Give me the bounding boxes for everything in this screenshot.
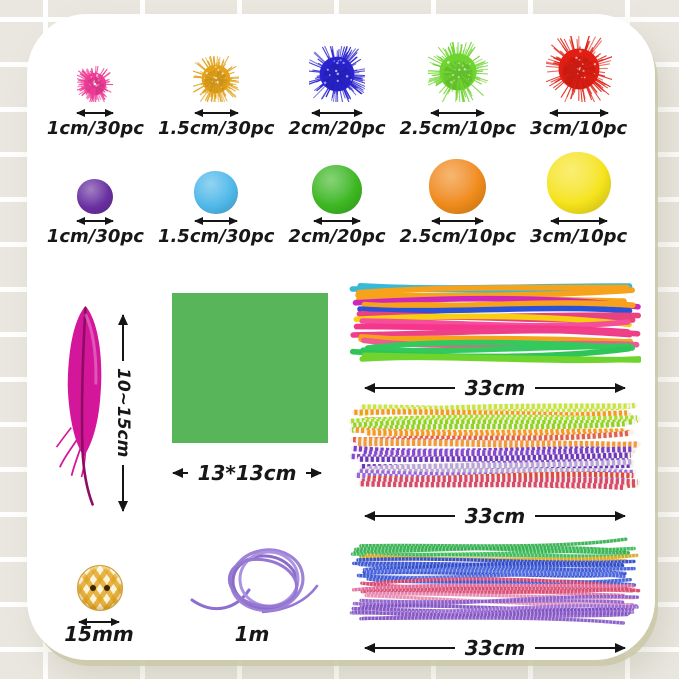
arrow-left-icon [364,643,455,653]
pom-size-label: 1cm/30pc [46,226,144,247]
bundle-length-measure: 33cm [364,504,626,528]
arrow-left-icon [364,511,455,521]
pipe-cleaner-bundle: 33cm [348,400,641,528]
feather-height-label: 10~15cm [113,368,133,458]
pom-image [546,152,611,214]
pom-size-label: 3cm/10pc [530,118,628,139]
bundle-length-label: 33cm [464,376,526,400]
pom-item: 2cm/20pc [277,36,398,139]
pom-size-label: 2.5cm/10pc [399,118,517,139]
plain-pom-row: 1cm/30pc 1.5cm/30pc 2cm/20pc 2.5cm/10pc … [35,148,639,247]
button-size-label: 15mm [64,622,134,646]
glitter-pom-row: 1cm/30pc 1.5cm/30pc 2cm/20pc 2.5cm/10pc … [35,34,639,139]
pom-item: 2.5cm/10pc [397,148,518,247]
pom-width-arrow [431,216,485,225]
pom-size-label: 1.5cm/30pc [157,226,275,247]
pipe-cleaner-image [349,536,641,632]
button-width-arrow [78,617,120,626]
pom-width-arrow [430,108,486,117]
pom-image [76,64,116,106]
pom-size-label: 1cm/30pc [46,118,144,139]
feather-image [47,301,116,512]
arrow-left-icon [364,383,455,393]
arrow-left-icon [172,468,188,478]
pipe-cleaner-image [349,276,642,372]
arrow-right-icon [535,383,626,393]
bundle-length-label: 33cm [464,636,526,660]
cord-image [189,534,321,638]
pom-size-label: 1.5cm/30pc [157,118,275,139]
pom-width-arrow [312,216,361,225]
pom-width-arrow [548,108,609,117]
pom-item: 1cm/30pc [35,36,156,139]
arrow-right-icon [535,643,626,653]
pipe-cleaner-bundle: 33cm [349,276,642,400]
pom-width-arrow [76,108,115,117]
pom-size-label: 2.5cm/10pc [399,226,517,247]
pom-item: 1.5cm/30pc [156,148,277,247]
button-hole [90,585,96,591]
arrow-down-icon [118,464,128,513]
pom-item: 1.5cm/30pc [156,36,277,139]
pom-size-label: 3cm/10pc [530,226,628,247]
paper-square-image [172,293,328,443]
arrow-right-icon [535,511,626,521]
pom-image [77,179,114,214]
pom-item: 2.5cm/10pc [397,36,518,139]
bundle-length-measure: 33cm [364,636,626,660]
pom-width-arrow [310,108,363,117]
paper-size-label: 13*13cm [197,461,297,485]
bundle-length-measure: 33cm [364,376,626,400]
pom-image [429,159,487,214]
pom-width-arrow [549,216,608,225]
bundle-length-label: 33cm [464,504,526,528]
product-card: 1cm/30pc 1.5cm/30pc 2cm/20pc 2.5cm/10pc … [27,14,655,660]
pom-image [194,171,239,214]
pom-width-arrow [193,108,239,117]
button-image [77,565,123,611]
pom-image [311,165,362,214]
cord-length-label: 1m [234,622,270,646]
pom-item: 3cm/10pc [518,148,639,247]
pom-image [304,43,368,107]
pipe-cleaner-bundle: 33cm [349,536,641,660]
pom-width-arrow [194,216,239,225]
pom-image [425,37,491,108]
arrow-right-icon [306,468,322,478]
paper-size-measure: 13*13cm [172,461,322,485]
button-hole [104,585,110,591]
arrow-up-icon [118,313,128,362]
pom-item: 2cm/20pc [277,148,398,247]
feather-height-measure: 10~15cm [105,313,141,513]
pipe-cleaner-image [348,400,641,500]
pom-item: 1cm/30pc [35,148,156,247]
pom-image [189,52,244,106]
pom-width-arrow [76,216,115,225]
pom-size-label: 2cm/20pc [288,118,386,139]
pom-item: 3cm/10pc [518,34,639,139]
pom-image [539,34,614,106]
pom-size-label: 2cm/20pc [288,226,386,247]
